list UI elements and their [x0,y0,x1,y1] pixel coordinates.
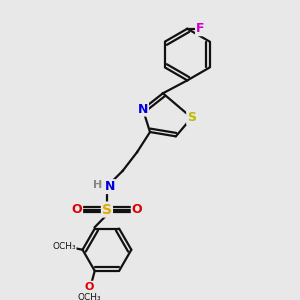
Text: O: O [132,203,142,216]
Text: F: F [196,22,205,35]
Text: O: O [62,242,71,252]
Text: S: S [187,111,196,124]
Text: N: N [105,180,115,193]
Text: S: S [102,202,112,217]
Text: O: O [71,203,82,216]
Text: H: H [93,180,102,190]
Text: OCH₃: OCH₃ [77,293,101,300]
Text: N: N [138,103,148,116]
Text: O: O [84,282,94,292]
Text: OCH₃: OCH₃ [52,242,76,251]
